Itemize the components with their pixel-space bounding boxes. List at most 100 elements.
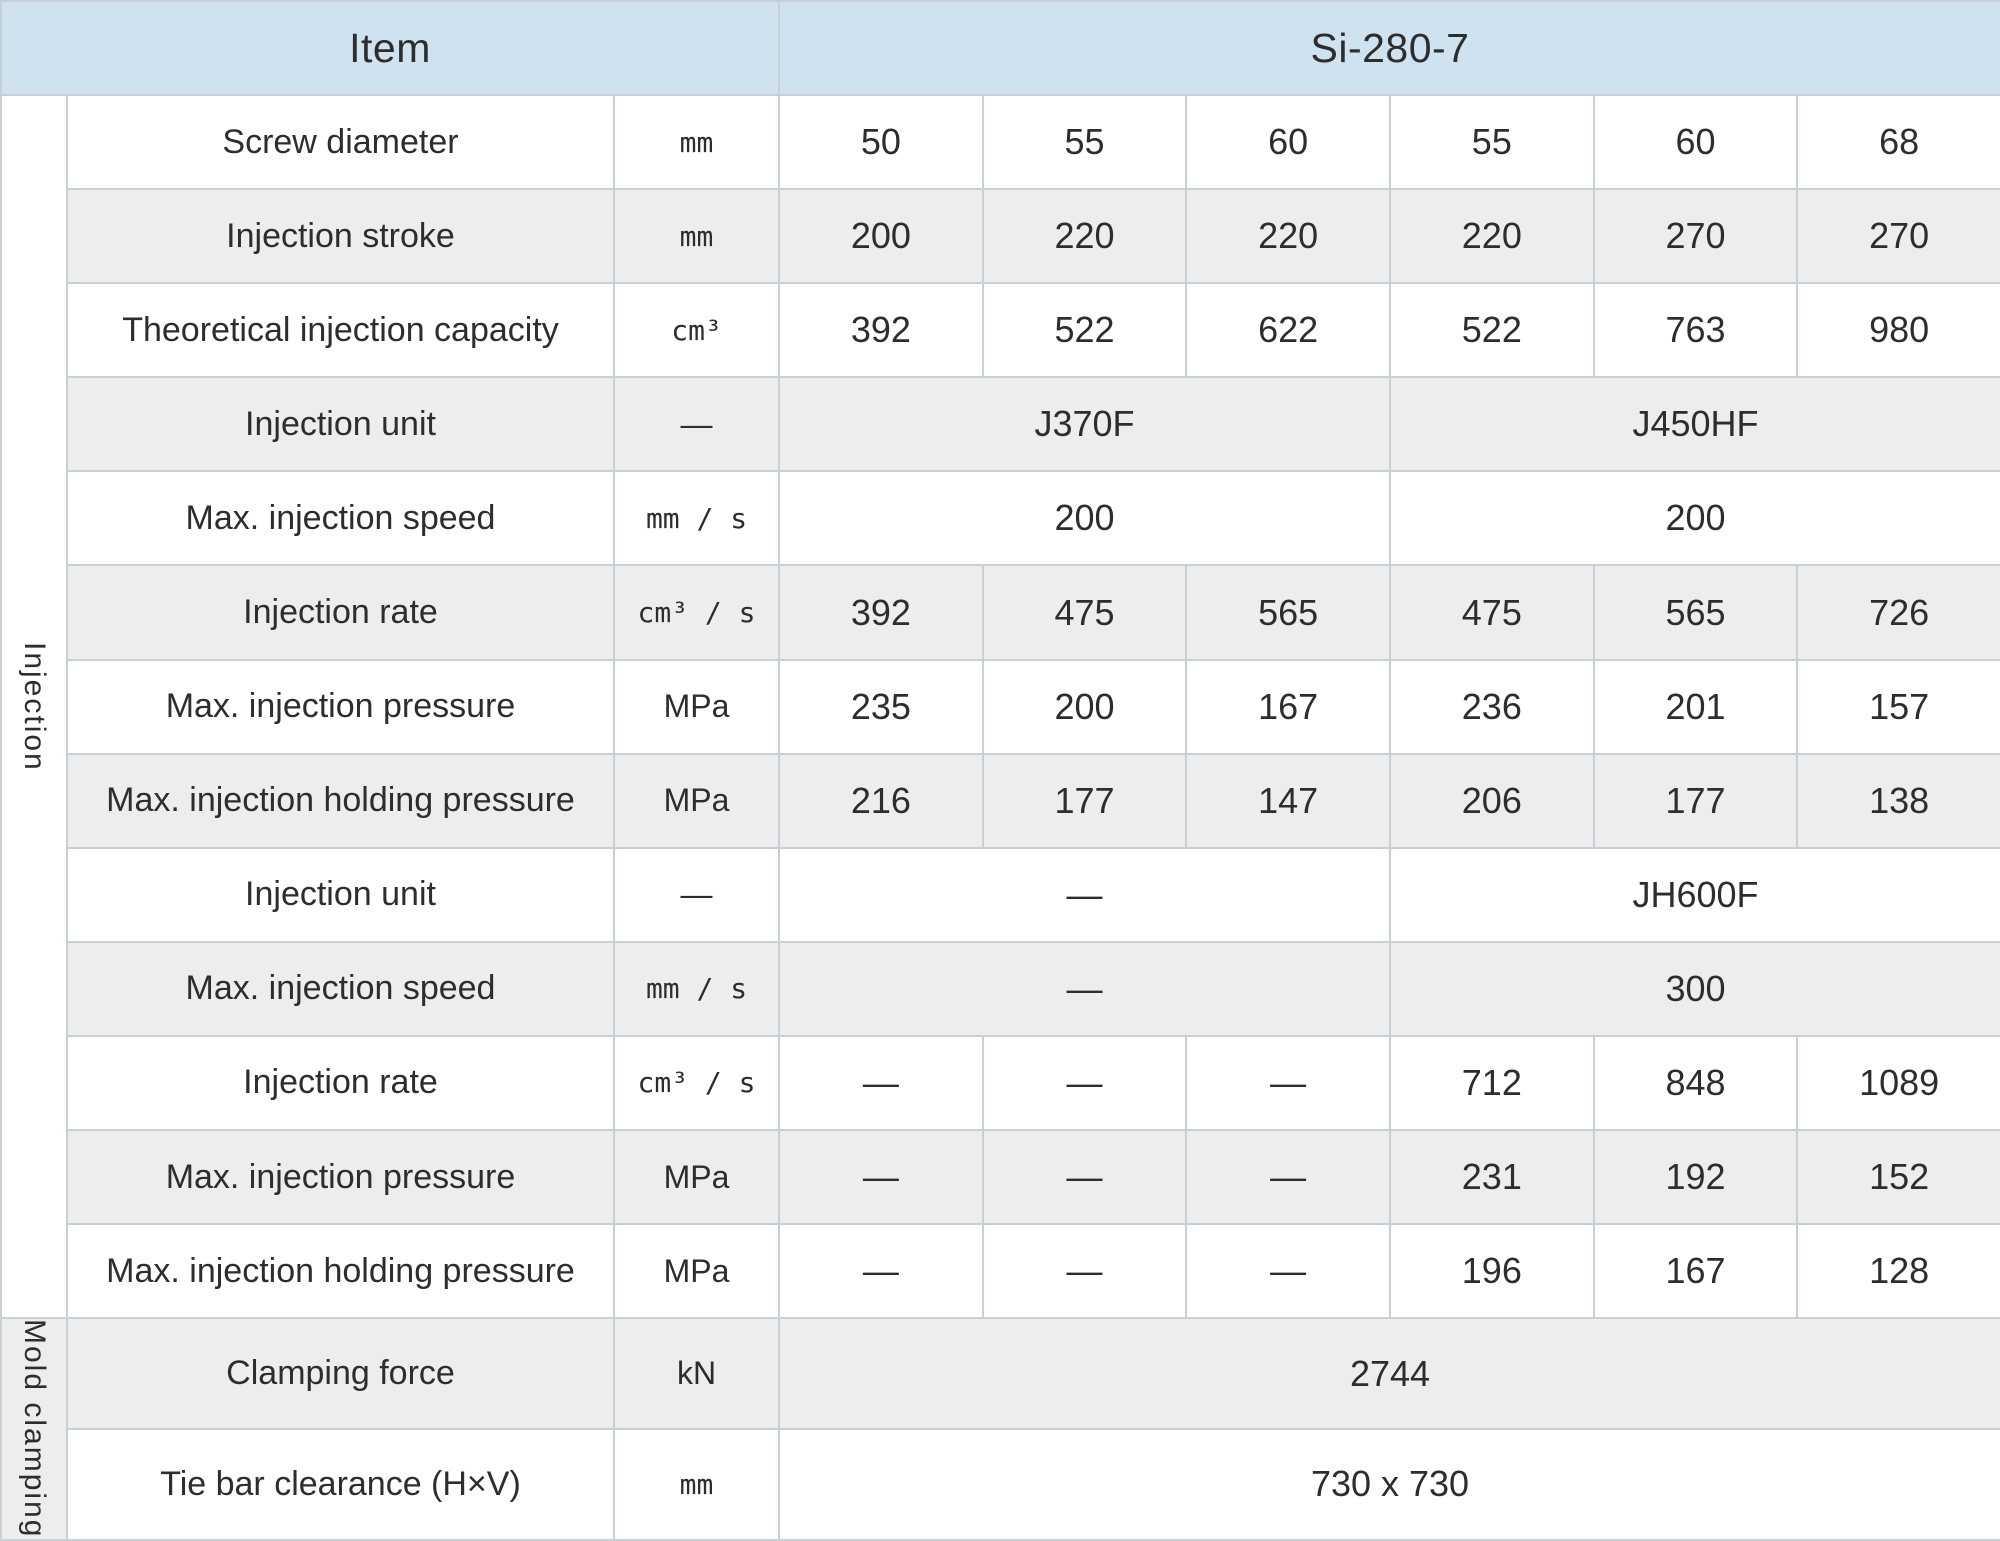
spec-value-cell: 565 [1592, 564, 1799, 661]
spec-value-cell: 1089 [1796, 1034, 2000, 1132]
spec-value-cell: 565 [1185, 564, 1391, 661]
column-header-item: Item [0, 0, 781, 96]
unit-cell: MPa [612, 752, 781, 849]
spec-value-cell: 201 [1592, 658, 1799, 755]
unit-cell: — [612, 846, 781, 943]
spec-value-cell: 60 [1592, 93, 1799, 191]
item-label-cell: Theoretical injection capacity [66, 282, 615, 379]
spec-value-cell: 68 [1796, 93, 2000, 191]
section-label-injection: Injection [0, 93, 68, 1320]
spec-value-cell: 392 [778, 282, 984, 379]
unit-cell: — [612, 376, 781, 473]
spec-value-cell: — [778, 1129, 984, 1226]
spec-value-cell: 128 [1796, 1223, 2000, 1320]
item-label-cell: Injection rate [66, 564, 615, 661]
spec-value-cell: 236 [1389, 658, 1595, 755]
spec-value-cell: 300 [1389, 940, 2000, 1037]
spec-value-cell: 138 [1796, 752, 2000, 849]
table-row: Injection Screw diameter mm 50 55 60 55 60 68 [0, 93, 2000, 1320]
table-row: Max. injection speed mm / s —300 [1, 940, 2000, 1037]
spec-value-cell: 177 [981, 752, 1188, 849]
table-row: Max. injection holding pressure MPa 216 177… [1, 752, 2000, 849]
spec-value-cell: — [981, 1129, 1188, 1226]
column-header-model: Si-280-7 [778, 0, 2000, 96]
spec-value-cell: JH600F [1389, 846, 2000, 943]
spec-value-cell: 200 [778, 188, 984, 285]
table-row: Theoretical injection capacity cm³ 392 522 6… [1, 282, 2000, 379]
spec-value-cell: 167 [1592, 1223, 1799, 1320]
unit-cell: MPa [612, 1223, 781, 1320]
spec-value-cell: 152 [1796, 1129, 2000, 1226]
item-label-cell: Injection unit [66, 376, 615, 473]
unit-cell: cm³ [612, 282, 781, 379]
spec-value-cell: — [778, 846, 1391, 943]
table-row: Injection stroke mm 200 220 220 220 270 270 [1, 188, 2000, 285]
table-row: Injection unit — — JH600F [1, 846, 2000, 943]
spec-value-cell: 167 [1185, 658, 1391, 755]
spec-value-cell: 763 [1592, 282, 1799, 379]
spec-value-cell: 147 [1185, 752, 1391, 849]
spec-value-cell: 200 [1389, 470, 2000, 567]
spec-value-cell: 235 [778, 658, 984, 755]
spec-value-cell: 231 [1389, 1129, 1595, 1226]
table-row: Mold clamping Clamping force kN 2744 [0, 1317, 2000, 1541]
item-label-cell: Max. injection pressure [66, 1129, 615, 1226]
table-row: Max. injection holding pressure MPa — — —196… [1, 1223, 2000, 1320]
item-label-cell: Screw diameter [66, 93, 615, 191]
spec-value-cell: 206 [1389, 752, 1595, 849]
spec-value-cell: 392 [778, 564, 984, 661]
section-label-mold-clamping: Mold clamping [0, 1317, 68, 1541]
spec-value-cell: J370F [778, 376, 1391, 473]
table-row: Max. injection pressure MPa 235 200 167 236 20… [1, 658, 2000, 755]
spec-value-cell: 196 [1389, 1223, 1595, 1320]
spec-value-cell: 192 [1592, 1129, 1799, 1226]
spec-value-cell: J450HF [1389, 376, 2000, 473]
unit-cell: MPa [612, 1129, 781, 1226]
unit-cell: mm [612, 188, 781, 285]
table-body: Injection Screw diameter mm 50 55 60 55 60 68 Inj… [0, 93, 2000, 1541]
spec-value-cell: 730 x 730 [778, 1427, 2000, 1541]
spec-value-cell: 270 [1796, 188, 2000, 285]
table-row: Injection rate cm³ / s — — —712 848 1089 [1, 1034, 2000, 1132]
unit-cell: cm³ / s [612, 564, 781, 661]
spec-value-cell: 177 [1592, 752, 1799, 849]
spec-value-cell: — [778, 940, 1391, 1037]
spec-value-cell: 522 [981, 282, 1188, 379]
table-row: Tie bar clearance (H×V) mm 730 x 730 [1, 1427, 2000, 1541]
table-row: Max. injection speed mm / s 200 200 [1, 470, 2000, 567]
table-row: Injection unit — J370F J450HF [1, 376, 2000, 473]
item-label-cell: Injection stroke [66, 188, 615, 285]
spec-value-cell: — [1185, 1034, 1391, 1132]
spec-value-cell: 622 [1185, 282, 1391, 379]
spec-value-cell: — [1185, 1129, 1391, 1226]
unit-cell: kN [612, 1317, 781, 1430]
unit-cell: MPa [612, 658, 781, 755]
item-label-cell: Injection rate [66, 1034, 615, 1132]
item-label-cell: Injection unit [66, 846, 615, 943]
spec-value-cell: 216 [778, 752, 984, 849]
spec-value-cell: 220 [1185, 188, 1391, 285]
item-label-cell: Max. injection holding pressure [66, 752, 615, 849]
unit-cell: mm / s [612, 470, 781, 567]
spec-value-cell: — [981, 1034, 1188, 1132]
spec-value-cell: 50 [778, 93, 984, 191]
spec-value-cell: 475 [981, 564, 1188, 661]
item-label-cell: Max. injection speed [66, 940, 615, 1037]
spec-value-cell: 848 [1592, 1034, 1799, 1132]
unit-cell: mm [612, 1427, 781, 1541]
spec-value-cell: 220 [1389, 188, 1595, 285]
item-label-cell: Tie bar clearance (H×V) [66, 1427, 615, 1541]
unit-cell: cm³ / s [612, 1034, 781, 1132]
spec-value-cell: — [1185, 1223, 1391, 1320]
spec-value-cell: 55 [1389, 93, 1595, 191]
item-label-cell: Clamping force [66, 1317, 615, 1430]
item-label-cell: Max. injection holding pressure [66, 1223, 615, 1320]
item-label-cell: Max. injection speed [66, 470, 615, 567]
spec-value-cell: 157 [1796, 658, 2000, 755]
spec-value-cell: 60 [1185, 93, 1391, 191]
spec-value-cell: 200 [778, 470, 1391, 567]
table-row: Max. injection pressure MPa — — —231 192 152 [1, 1129, 2000, 1226]
spec-value-cell: 270 [1592, 188, 1799, 285]
header-row: Item Si-280-7 [0, 0, 2000, 96]
